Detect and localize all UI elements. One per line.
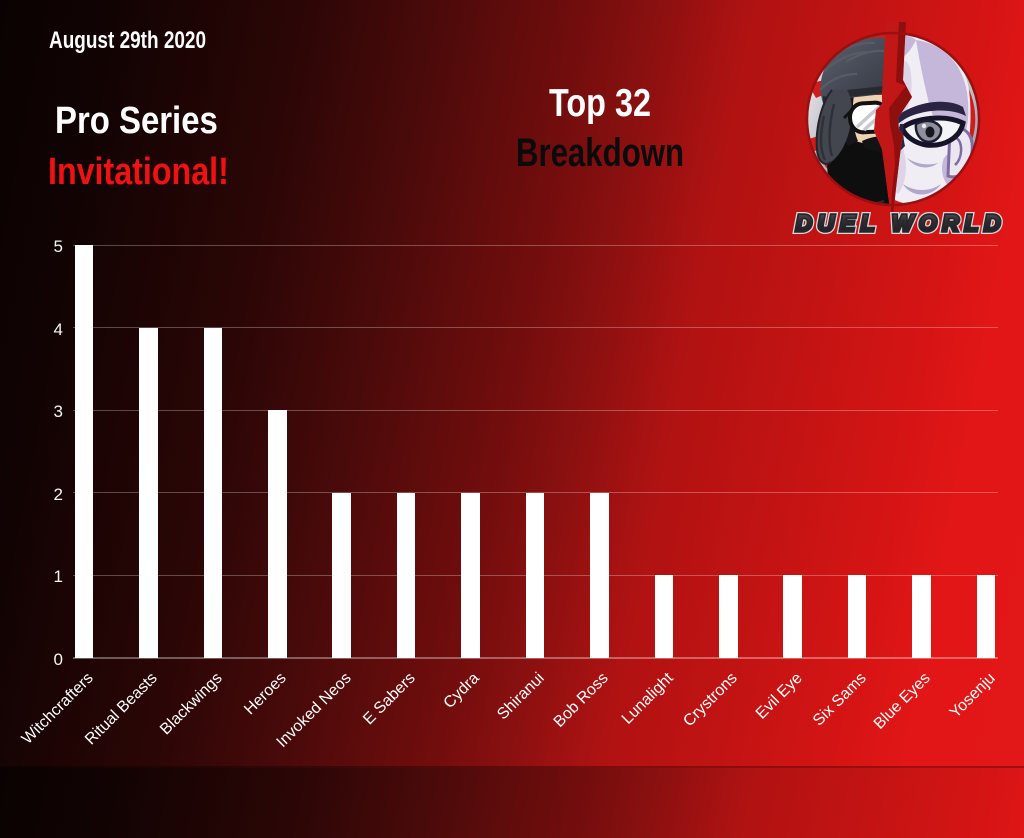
svg-text:DUEL WORLD: DUEL WORLD <box>796 210 1003 236</box>
svg-text:DUEL WORLD: DUEL WORLD <box>796 210 1003 236</box>
